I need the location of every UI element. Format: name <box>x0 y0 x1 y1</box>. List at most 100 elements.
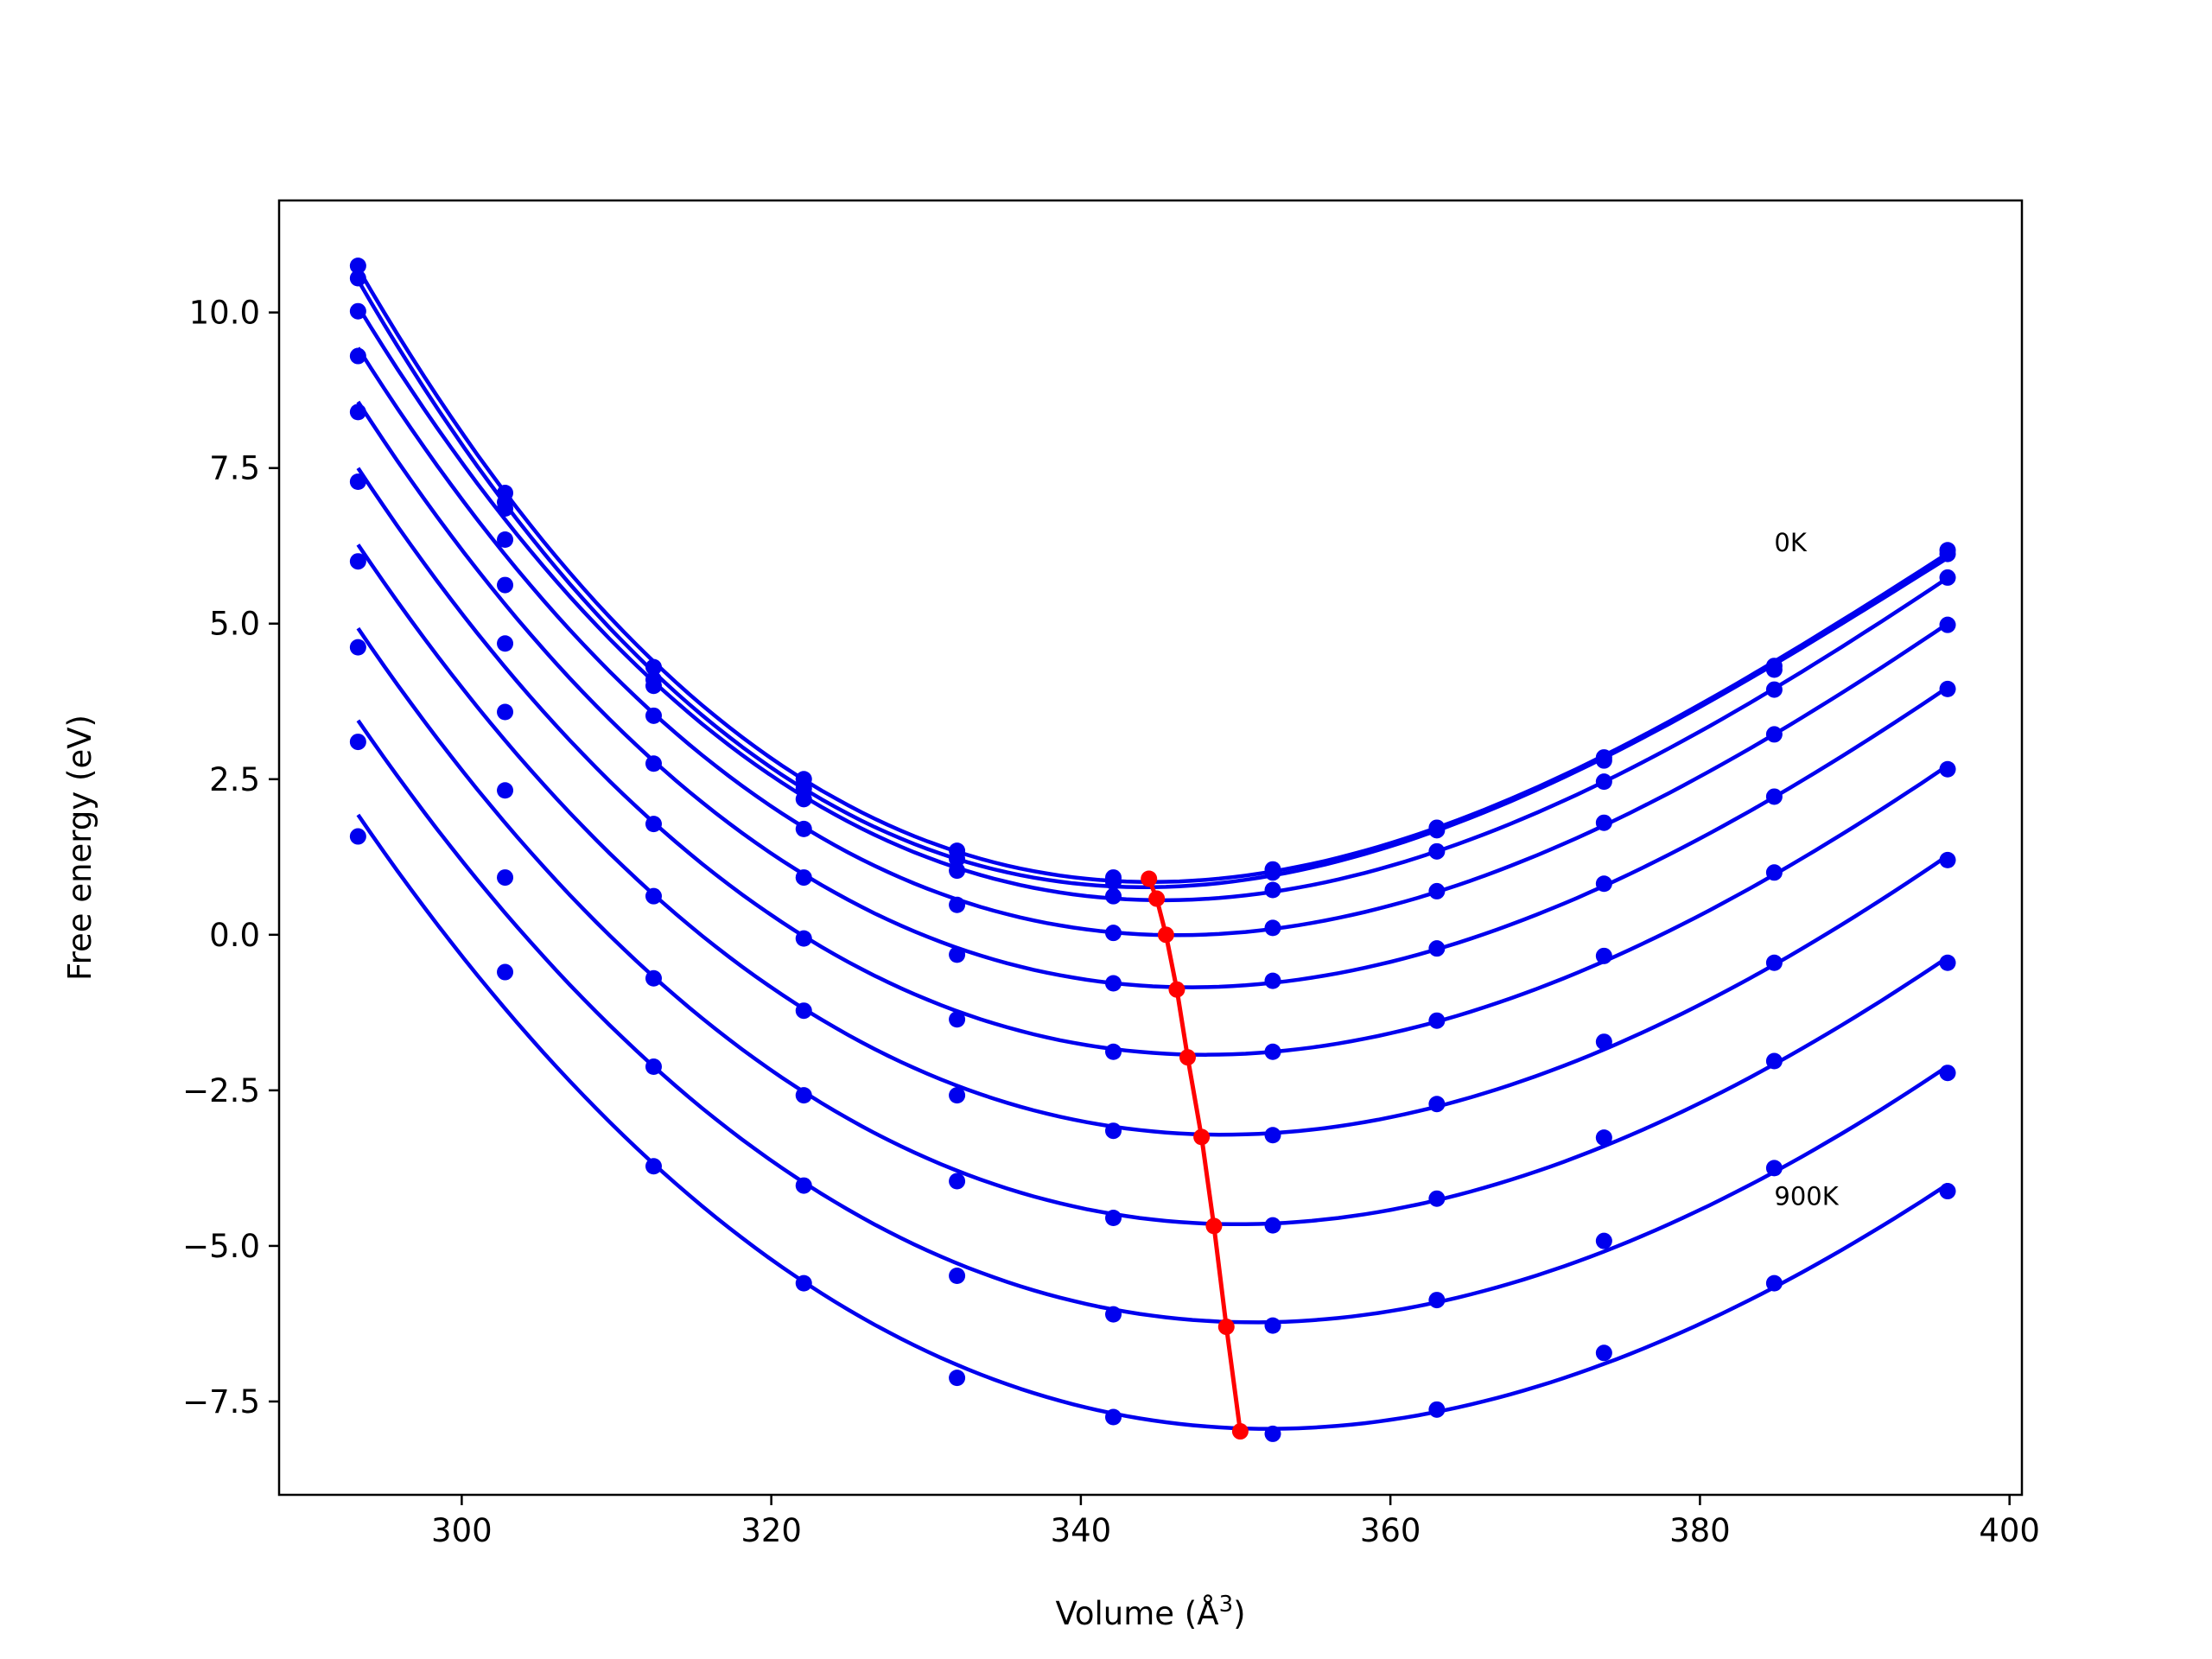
data-point <box>949 1011 966 1028</box>
data-point <box>949 1370 966 1387</box>
data-point <box>795 820 812 837</box>
data-point <box>349 404 366 421</box>
data-point <box>1264 881 1281 899</box>
data-point <box>1264 919 1281 937</box>
data-point <box>949 850 966 868</box>
data-point <box>1428 940 1446 957</box>
data-point <box>1428 1012 1446 1029</box>
data-point <box>1428 1292 1446 1309</box>
series-line <box>356 279 1949 890</box>
data-point <box>645 658 662 676</box>
y-tick-label: 5.0 <box>209 606 260 643</box>
data-point <box>1264 972 1281 989</box>
x-tick-label: 360 <box>1360 1512 1421 1549</box>
data-point <box>949 1267 966 1284</box>
data-point <box>645 887 662 905</box>
data-point <box>1939 1183 1956 1200</box>
data-point <box>645 677 662 695</box>
data-point <box>1595 773 1612 791</box>
data-point <box>497 531 514 549</box>
data-point <box>795 1087 812 1104</box>
data-point <box>497 576 514 594</box>
x-tick-label: 380 <box>1669 1512 1731 1549</box>
y-axis: 10.0 7.5 5.0 2.5 0.0 −2.5 −5.0 −7.5 <box>182 295 279 1421</box>
data-point <box>349 639 366 656</box>
data-point <box>1428 882 1446 899</box>
y-tick-label: −7.5 <box>182 1383 260 1421</box>
data-point <box>1105 1408 1122 1426</box>
series-line <box>356 467 1949 1057</box>
data-point <box>349 257 366 275</box>
data-point <box>949 1087 966 1104</box>
data-point <box>1939 1065 1956 1082</box>
data-point <box>497 782 514 799</box>
data-point <box>1939 616 1956 633</box>
data-point <box>497 635 514 652</box>
y-tick-label: −2.5 <box>182 1072 260 1109</box>
data-point <box>795 1274 812 1292</box>
data-point <box>795 1177 812 1194</box>
x-axis-title: Volume (Å3) <box>1055 1592 1245 1632</box>
data-point <box>1105 975 1122 992</box>
y-tick-label: −5.0 <box>182 1228 260 1265</box>
data-point <box>795 930 812 947</box>
data-point <box>1105 1210 1122 1227</box>
data-point <box>1939 954 1956 971</box>
data-point <box>1105 1043 1122 1060</box>
series-line <box>356 346 1949 938</box>
data-point <box>1595 1232 1612 1249</box>
data-point <box>949 1173 966 1190</box>
data-point <box>1765 681 1783 698</box>
data-point <box>1939 851 1956 868</box>
data-point <box>1765 788 1783 805</box>
data-point <box>1105 1122 1122 1140</box>
annotation-label: 0K <box>1774 528 1807 557</box>
data-point <box>497 963 514 981</box>
data-point <box>1264 1317 1281 1334</box>
y-tick-label: 2.5 <box>209 761 260 798</box>
minimum-point <box>1157 926 1174 944</box>
data-point <box>349 474 366 491</box>
data-point <box>1428 1401 1446 1418</box>
data-point <box>949 862 966 880</box>
data-point <box>349 828 366 845</box>
data-point <box>1595 814 1612 831</box>
x-tick-label: 400 <box>1979 1512 2040 1549</box>
data-point <box>1595 1129 1612 1147</box>
data-point <box>1428 1190 1446 1207</box>
axes-frame <box>277 199 2024 1497</box>
series-line <box>356 626 1949 1227</box>
x-axis: 300 320 340 360 380 400 <box>431 1495 2040 1549</box>
data-point <box>1105 874 1122 891</box>
data-point <box>1105 1306 1122 1323</box>
data-point <box>349 270 366 287</box>
series-line <box>356 719 1949 1325</box>
y-tick-label: 10.0 <box>189 295 260 332</box>
series-line <box>356 400 1949 989</box>
series-line <box>356 543 1949 1137</box>
data-point <box>795 869 812 887</box>
x-tick-label: 340 <box>1051 1512 1112 1549</box>
data-point <box>1428 822 1446 839</box>
minimum-point <box>1231 1423 1249 1440</box>
minimum-point <box>1148 890 1166 907</box>
data-point <box>1595 875 1612 893</box>
y-tick-label: 7.5 <box>209 450 260 487</box>
data-point <box>1595 1033 1612 1051</box>
data-point <box>1264 864 1281 881</box>
minimum-point <box>1193 1128 1211 1146</box>
data-point <box>1765 1274 1783 1292</box>
data-point <box>645 707 662 724</box>
data-point <box>1939 680 1956 697</box>
data-point <box>1765 954 1783 971</box>
y-tick-label: 0.0 <box>209 917 260 954</box>
data-point <box>349 553 366 570</box>
data-point <box>1595 1344 1612 1362</box>
series-line <box>356 267 1949 884</box>
x-tick-label: 320 <box>741 1512 802 1549</box>
data-point <box>1765 1052 1783 1070</box>
data-point <box>497 703 514 721</box>
minimum-point <box>1168 981 1185 998</box>
data-point <box>1264 1217 1281 1234</box>
